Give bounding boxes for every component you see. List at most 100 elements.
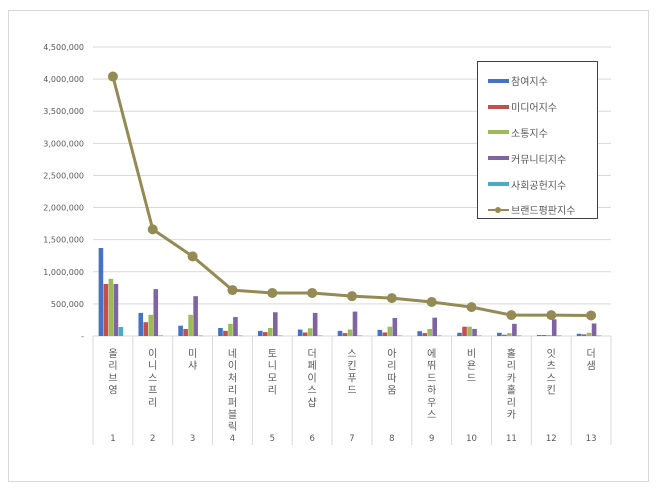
bar-1 — [143, 322, 149, 336]
bar-3 — [551, 319, 557, 336]
legend-swatch-icon — [488, 104, 509, 109]
line-marker — [426, 296, 437, 307]
line-marker — [307, 287, 318, 298]
y-tick-label: - — [81, 332, 84, 341]
rank-label: 3 — [190, 434, 195, 444]
bar-1 — [541, 335, 547, 336]
category-label: 퍼 — [228, 397, 237, 409]
rank-label: 9 — [429, 434, 434, 444]
bar-1 — [302, 332, 308, 336]
bar-3 — [113, 283, 119, 336]
bar-2 — [148, 314, 154, 336]
bar-3 — [392, 318, 398, 336]
rank-label: 2 — [150, 434, 155, 444]
bar-3 — [432, 317, 437, 336]
line-marker — [187, 251, 198, 262]
category-label: 브 — [108, 372, 117, 384]
rank-label: 6 — [309, 434, 314, 444]
category-label: 킨 — [347, 360, 356, 372]
bar-4 — [517, 335, 522, 337]
bar-2 — [307, 328, 313, 336]
bar-1 — [103, 283, 109, 336]
bar-1 — [183, 328, 188, 336]
rank-label: 1 — [110, 434, 115, 444]
category-label: 페 — [308, 360, 317, 372]
bar-4 — [437, 335, 442, 337]
bar-1 — [502, 334, 507, 336]
bar-1 — [263, 332, 268, 336]
category-label: 하 — [427, 384, 436, 397]
y-tick-label: 2,500,000 — [43, 171, 84, 180]
category-label: 블 — [228, 409, 237, 421]
category-label: 샵 — [308, 397, 317, 409]
category-label: 리 — [228, 385, 237, 397]
line-marker — [386, 293, 397, 304]
rank-label: 13 — [586, 434, 597, 444]
bar-4 — [477, 335, 482, 337]
bar-1 — [422, 333, 427, 336]
category-label: 드 — [467, 373, 476, 384]
category-label: 킨 — [547, 385, 556, 397]
legend-item: 커뮤니티지수 — [488, 145, 597, 171]
bar-0 — [218, 327, 223, 336]
bar-2 — [427, 328, 432, 336]
bar-0 — [377, 329, 383, 336]
category-label: 푸 — [347, 373, 356, 384]
line-marker — [466, 302, 477, 313]
category-label: 이 — [148, 348, 157, 360]
y-tick-label: 3,500,000 — [43, 107, 84, 116]
bar-3 — [591, 323, 597, 336]
category-label: 리 — [148, 397, 157, 409]
category-label: 이 — [308, 372, 317, 384]
line-marker — [267, 287, 278, 298]
bar-0 — [258, 330, 263, 336]
line-marker — [506, 310, 517, 321]
category-label: 처 — [228, 372, 237, 384]
bar-4 — [158, 335, 164, 336]
bar-3 — [352, 311, 358, 336]
legend-swatch-icon — [488, 130, 509, 135]
category-label: 샤 — [188, 360, 197, 372]
legend-label: 사회공헌지수 — [511, 180, 567, 192]
bar-3 — [153, 289, 159, 336]
category-label: 잇 — [547, 348, 556, 360]
bar-3 — [193, 296, 198, 336]
category-label: 움 — [387, 385, 396, 397]
legend: 참여지수 미디어지수 소통지수 커뮤니티지수 사회공헌지수 브랜드평판지수 — [477, 61, 598, 219]
bar-4 — [278, 335, 283, 337]
bar-3 — [512, 323, 517, 336]
rank-label: 7 — [349, 434, 354, 444]
category-label: 이 — [228, 360, 237, 372]
category-label: 더 — [586, 348, 595, 360]
category-label: 미 — [188, 348, 197, 360]
bar-2 — [108, 278, 114, 336]
legend-label: 소통지수 — [511, 128, 548, 140]
category-label: 아 — [387, 348, 396, 360]
category-label: 욘 — [467, 360, 476, 372]
legend-swatch-icon — [488, 78, 509, 83]
bar-0 — [98, 248, 104, 336]
legend-item: 사회공헌지수 — [488, 171, 597, 197]
category-label: 스 — [547, 372, 556, 384]
category-label: 스 — [347, 348, 356, 360]
category-label: 샘 — [586, 360, 595, 372]
y-tick-label: 4,000,000 — [43, 75, 84, 84]
bar-4 — [357, 335, 363, 337]
bar-1 — [581, 334, 587, 336]
bar-2 — [546, 335, 552, 336]
bar-0 — [417, 331, 422, 336]
category-label: 토 — [268, 349, 277, 360]
y-tick-label: 4,500,000 — [43, 43, 84, 52]
category-label: 드 — [427, 373, 436, 384]
bar-4 — [198, 335, 203, 337]
category-label: 카 — [507, 372, 516, 384]
rank-label: 11 — [506, 434, 517, 444]
category-label: 프 — [148, 386, 157, 397]
legend-label: 커뮤니티지수 — [511, 154, 567, 166]
category-label: 릭 — [228, 421, 237, 433]
legend-item: 미디어지수 — [488, 94, 597, 120]
rank-label: 12 — [546, 434, 557, 444]
bar-2 — [228, 323, 233, 336]
legend-swatch-icon — [488, 206, 509, 214]
category-label: 에 — [427, 348, 436, 360]
